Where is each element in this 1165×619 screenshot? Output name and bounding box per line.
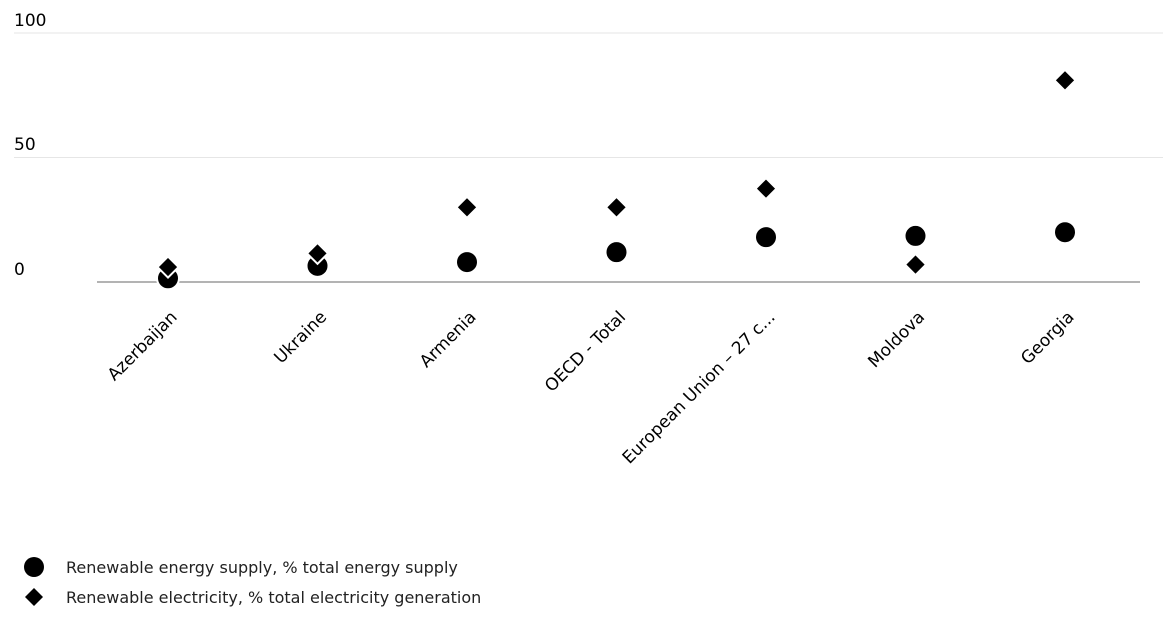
legend: Renewable energy supply, % total energy … [22, 552, 481, 612]
x-tick-label: Azerbaijan [104, 307, 182, 385]
circle-point [1053, 220, 1077, 245]
y-tick-0: 0 [14, 260, 25, 280]
legend-label-energy-supply: Renewable energy supply, % total energy … [66, 557, 458, 577]
x-tick-label: Armenia [416, 307, 481, 372]
data-marks [156, 68, 1077, 291]
x-tick-label: OECD - Total [541, 307, 630, 396]
y-tick-100: 100 [14, 11, 46, 31]
circle-marker-icon [24, 557, 44, 577]
x-tick-label: European Union – 27 c... [619, 307, 780, 468]
legend-item-energy-supply: Renewable energy supply, % total energy … [22, 552, 481, 582]
circle-point [903, 223, 928, 248]
circle-point [754, 225, 778, 250]
circle-point [455, 250, 479, 275]
diamond-point [455, 195, 479, 220]
legend-item-electricity: Renewable electricity, % total electrici… [22, 582, 481, 612]
circle-point [604, 240, 629, 265]
diamond-point [1053, 68, 1077, 93]
diamond-point [903, 252, 928, 277]
x-tick-label: Georgia [1017, 307, 1078, 368]
diamond-point [754, 176, 778, 201]
y-tick-50: 50 [14, 135, 36, 155]
legend-label-electricity: Renewable electricity, % total electrici… [66, 587, 482, 607]
diamond-point [305, 241, 330, 266]
x-tick-label: Moldova [864, 307, 929, 372]
x-tick-label: Ukraine [270, 307, 331, 368]
diamond-point [604, 195, 629, 220]
chart-plot: 100 50 0 Azerbaijan Ukraine Armenia OECD - … [14, 11, 1163, 468]
y-axis-ticks: 100 50 0 [14, 11, 46, 280]
gridlines [14, 32, 1163, 283]
diamond-point [156, 255, 180, 279]
x-axis-labels: Azerbaijan Ukraine Armenia OECD - TotalEuro… [104, 307, 1079, 468]
diamond-marker-icon [25, 588, 43, 606]
